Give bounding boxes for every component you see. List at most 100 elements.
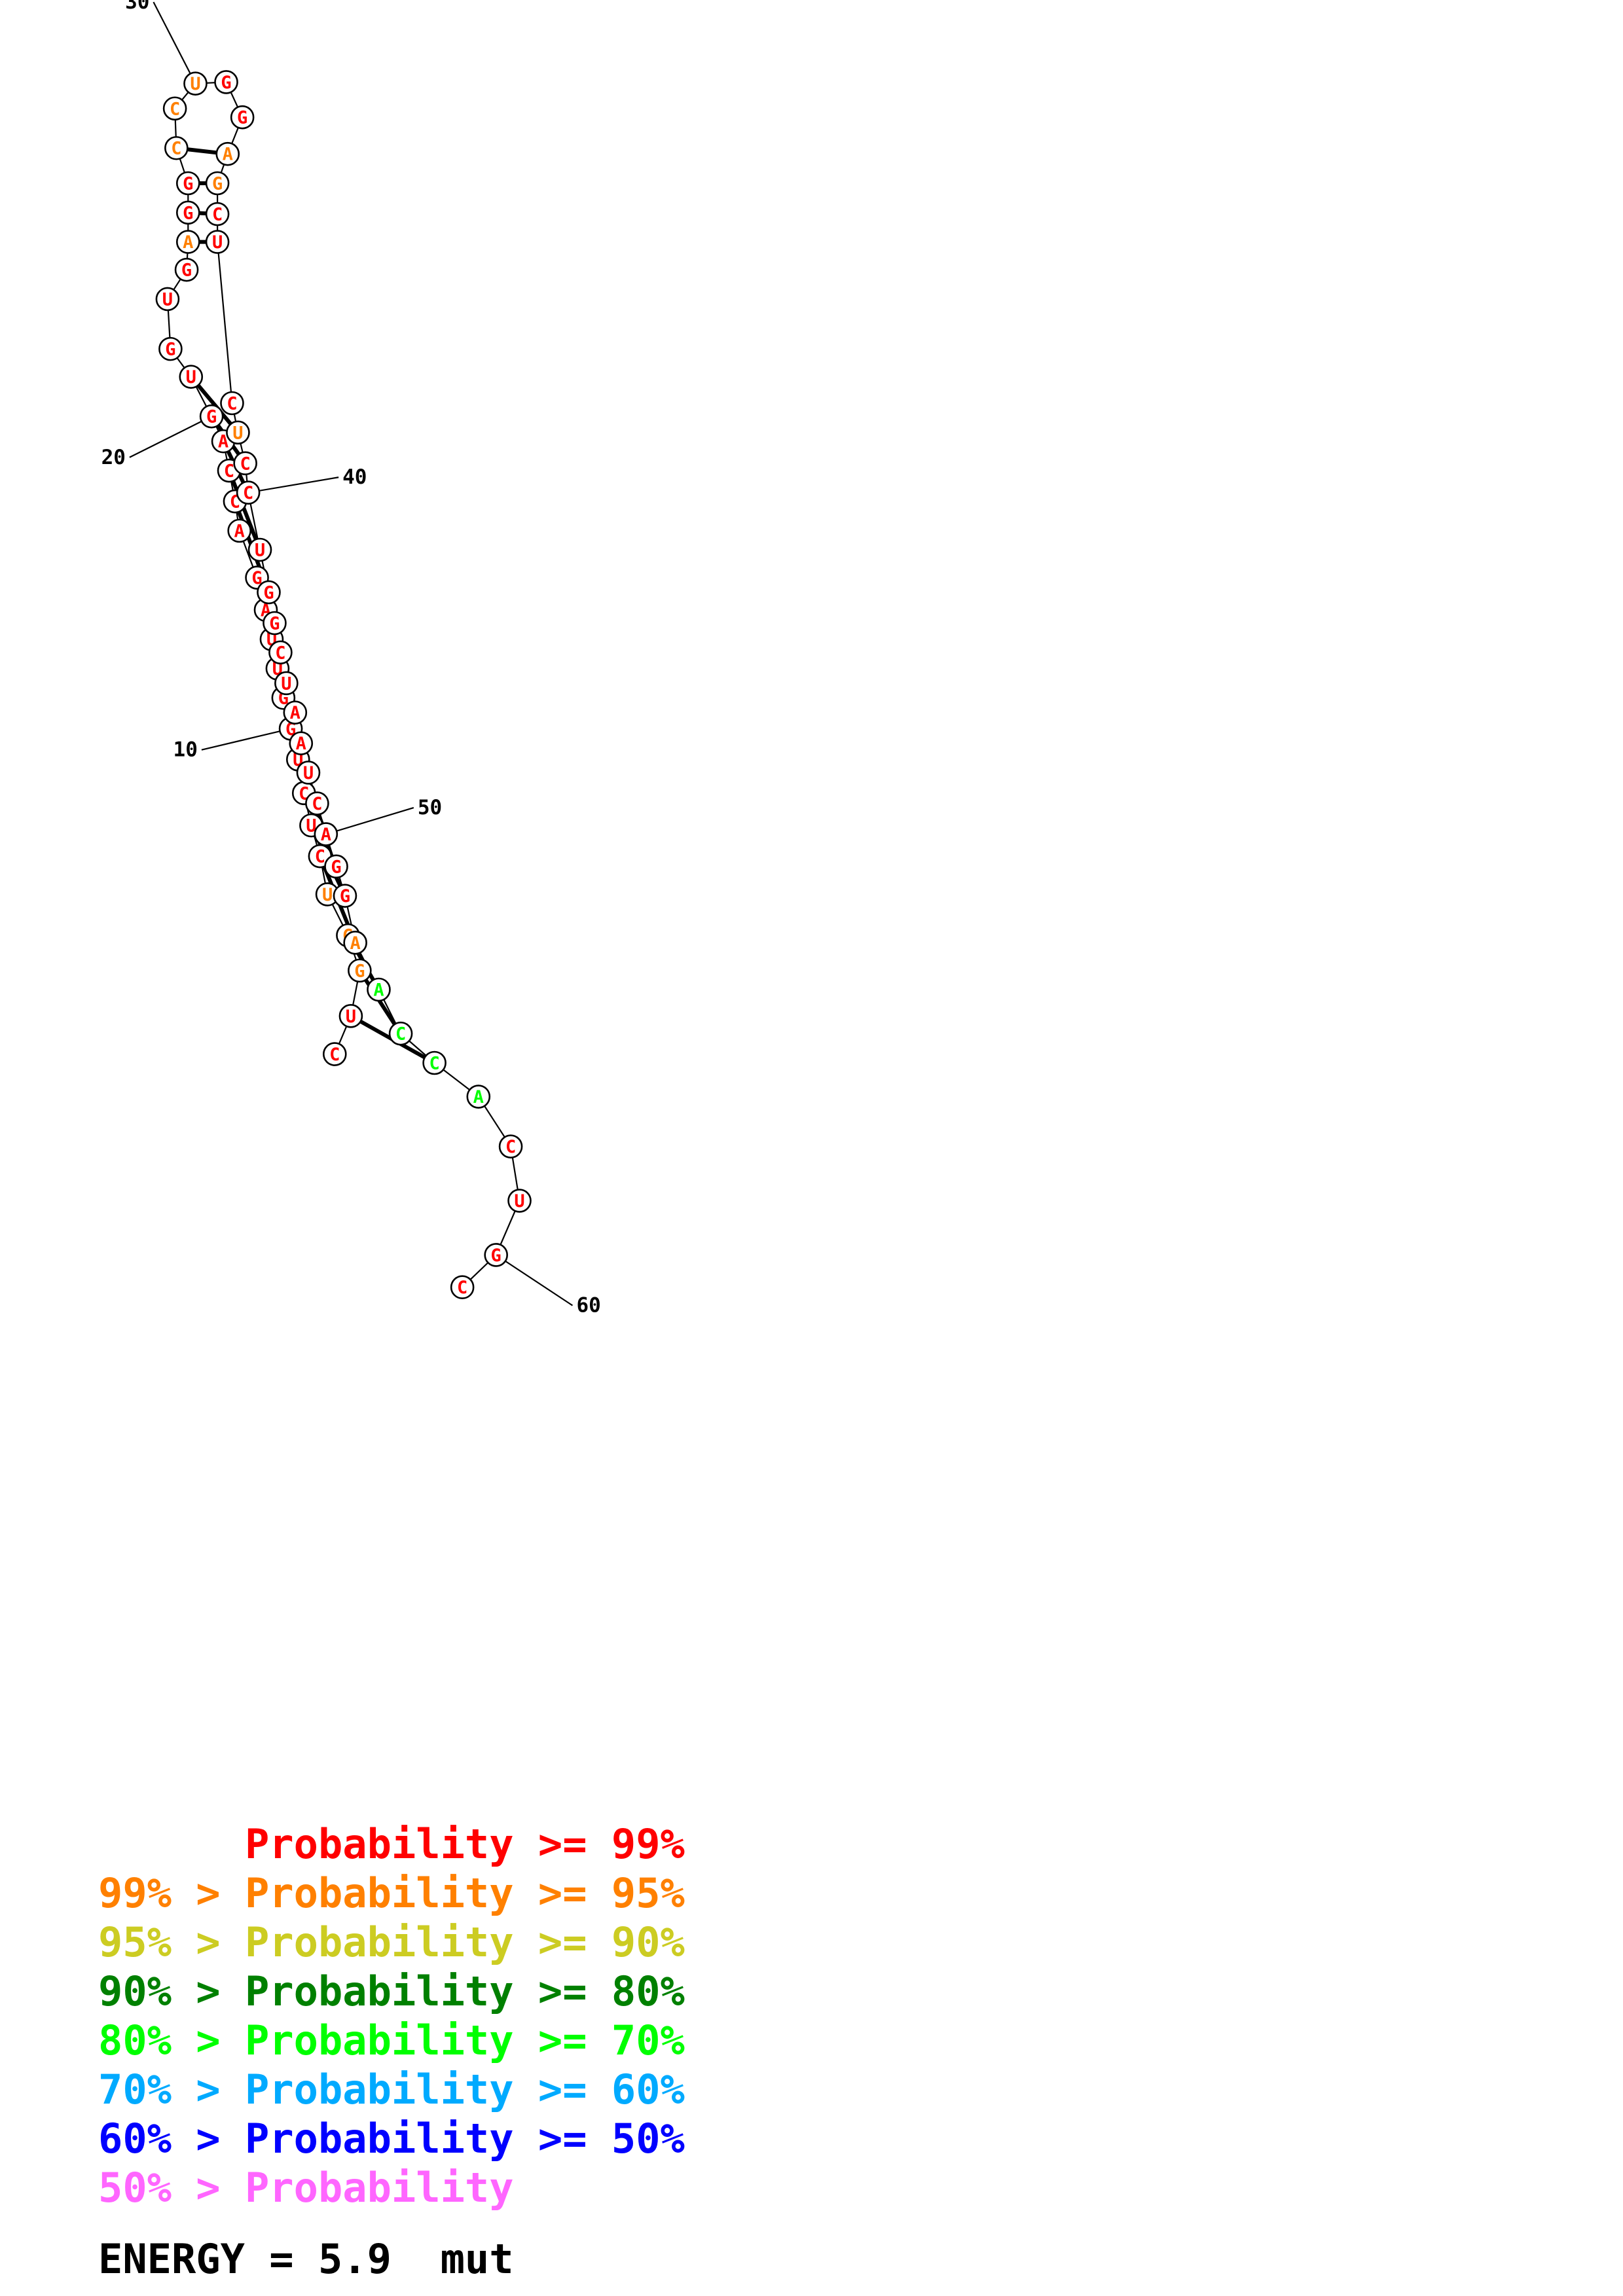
- nucleotide-circle: [205, 202, 230, 226]
- nucleotide-35: C: [205, 202, 230, 226]
- nucleotide-letter: G: [206, 407, 217, 427]
- legend-row-95: 99% > Probability >= 95%: [98, 1869, 685, 1917]
- nucleotide-letter: C: [212, 205, 223, 225]
- tick-line-30: [153, 1, 196, 84]
- energy-label: ENERGY = 5.9 mut: [98, 2235, 514, 2283]
- nucleotide-circle: [274, 671, 299, 696]
- tick-label-10: 10: [173, 738, 198, 762]
- nucleotide-46: A: [283, 700, 308, 725]
- nucleotide-letter: U: [322, 885, 333, 905]
- nucleotide-44: C: [268, 640, 293, 665]
- nucleotide-circle: [388, 1021, 413, 1046]
- nucleotide-2: U: [338, 1004, 363, 1028]
- backbone: [166, 81, 520, 1288]
- tick-label-30: 30: [125, 0, 149, 14]
- nucleotide-circle: [179, 365, 204, 389]
- nucleotide-circle: [233, 451, 257, 476]
- nucleotide-letter: C: [243, 483, 253, 503]
- nucleotide-48: U: [296, 761, 321, 785]
- nucleotide-letter: A: [350, 933, 361, 954]
- nucleotide-22: G: [158, 336, 183, 361]
- nucleotide-circle: [164, 135, 189, 160]
- nucleotide-letter: C: [170, 99, 180, 119]
- nucleotide-letter: C: [329, 1045, 340, 1065]
- nucleotide-41: U: [247, 537, 272, 562]
- nucleotide-letter: G: [331, 857, 341, 877]
- nucleotide-circle: [175, 200, 200, 225]
- tick-label-40: 40: [342, 465, 367, 489]
- nucleotide-letter: U: [190, 74, 200, 94]
- nucleotide-21: U: [179, 365, 204, 389]
- nucleotide-letter: G: [183, 203, 193, 223]
- nucleotide-letter: G: [212, 174, 223, 194]
- nucleotide-45: U: [274, 671, 299, 696]
- position-ticks: 10 20 30 40 50 60: [101, 0, 601, 1318]
- legend-row-50: 60% > Probability >= 50%: [98, 2115, 685, 2162]
- nucleotide-letter: G: [269, 614, 280, 634]
- nucleotide-24: G: [174, 257, 199, 282]
- nucleotide-50: A: [314, 822, 338, 846]
- nucleotide-56: C: [422, 1050, 447, 1075]
- nucleotide-letter: C: [240, 454, 251, 474]
- nucleotide-3: G: [348, 958, 372, 983]
- nucleotide-20: G: [199, 404, 224, 429]
- nucleotide-letter: A: [183, 232, 193, 253]
- nucleotide-29: C: [162, 96, 187, 121]
- nucleotide-letter: U: [306, 816, 316, 836]
- nucleotide-letter: U: [281, 673, 291, 694]
- legend-row-90: 95% > Probability >= 90%: [98, 1918, 685, 1966]
- nucleotide-circle: [155, 287, 180, 312]
- base-pair-bonds: [174, 146, 437, 1065]
- nucleotide-circle: [289, 731, 314, 755]
- nucleotide-1: C: [322, 1042, 347, 1066]
- nucleotide-circle: [220, 391, 244, 416]
- base-pair-21-38: [189, 374, 240, 435]
- nucleotide-letter: C: [315, 847, 325, 867]
- nucleotide-letter: G: [263, 583, 274, 603]
- legend-row-below-50: 50% > Probability: [98, 2164, 514, 2212]
- nucleotide-23: U: [155, 287, 180, 312]
- tick-line-40: [247, 476, 339, 493]
- nucleotide-letter: C: [227, 394, 237, 414]
- nucleotide-36: U: [205, 230, 230, 254]
- nucleotide-58: C: [498, 1134, 523, 1158]
- legend-row-70: 80% > Probability >= 70%: [98, 2017, 685, 2064]
- nucleotide-circle: [205, 230, 230, 254]
- nucleotide-letter: C: [505, 1137, 516, 1157]
- nucleotide-circle: [226, 420, 250, 445]
- nucleotide-letter: U: [162, 289, 173, 310]
- nucleotide-letter: C: [457, 1278, 467, 1298]
- nucleotide-letter: A: [218, 432, 228, 452]
- nucleotide-circle: [183, 71, 208, 96]
- nucleotide-letter: A: [373, 980, 384, 1001]
- nucleotide-letter: U: [212, 232, 223, 253]
- nucleotide-circle: [268, 640, 293, 665]
- nucleotide-43: G: [263, 611, 287, 636]
- nucleotide-letter: U: [186, 367, 196, 387]
- nucleotide-59: U: [507, 1189, 532, 1213]
- nucleotide-16: A: [227, 518, 251, 543]
- nucleotide-27: G: [175, 171, 200, 196]
- base-pair-3-55: [357, 968, 403, 1036]
- nucleotide-circle: [498, 1134, 523, 1158]
- probability-legend: Probability >= 99% 99% > Probability >= …: [98, 1820, 685, 2212]
- nucleotide-34: G: [205, 171, 230, 196]
- nucleotide-circle: [367, 977, 391, 1002]
- nucleotide-26: G: [175, 200, 200, 225]
- nucleotide-letter: G: [183, 174, 193, 194]
- nucleotide-letter: U: [346, 1007, 356, 1027]
- nucleotide-circle: [507, 1189, 532, 1213]
- nucleotide-letter: C: [171, 139, 181, 159]
- nucleotide-circle: [283, 700, 308, 725]
- nucleotide-letter: C: [275, 643, 285, 663]
- nucleotide-circle: [214, 70, 238, 94]
- nucleotide-circle: [484, 1243, 508, 1267]
- nucleotide-letter: G: [251, 568, 262, 588]
- nucleotide-letter: U: [303, 763, 314, 783]
- nucleotide-38: U: [226, 420, 250, 445]
- nucleotide-circle: [247, 537, 272, 562]
- nucleotide-54: A: [367, 977, 391, 1002]
- backbone-line: [166, 81, 520, 1288]
- nucleotide-circle: [333, 884, 357, 908]
- legend-row-99: Probability >= 99%: [98, 1820, 685, 1868]
